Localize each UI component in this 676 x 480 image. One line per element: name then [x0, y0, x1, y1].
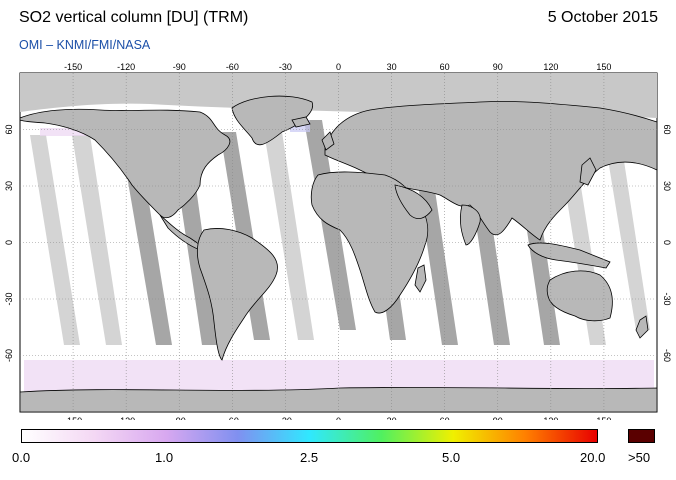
lon-tick-bottom-6: 30 [387, 416, 397, 420]
lon-tick-top-10: 150 [596, 62, 611, 72]
lon-tick-top-8: 90 [493, 62, 503, 72]
lat-ticks-left: 60 30 0 -30 -60 [4, 124, 14, 362]
colorbar-label-2: 2.5 [300, 450, 319, 465]
lon-tick-bottom-2: -90 [173, 416, 186, 420]
orbit-gap-13 [604, 135, 650, 330]
lon-tick-top-3: -60 [226, 62, 239, 72]
lon-tick-top-4: -30 [279, 62, 292, 72]
lon-tick-bottom-0: -150 [64, 416, 82, 420]
lon-ticks-top: -150 -120 -90 -60 -30 0 30 60 90 120 150 [64, 62, 611, 72]
lat-ticks-right: 60 30 0 -30 -60 [662, 124, 672, 362]
japan [579, 157, 597, 186]
lon-tick-bottom-4: -30 [279, 416, 292, 420]
colorbar-overflow-swatch [628, 429, 655, 443]
iceland [291, 116, 311, 128]
new-zealand [635, 315, 649, 339]
orbit-gap-1 [30, 135, 80, 345]
lon-tick-top-2: -90 [173, 62, 186, 72]
lat-tick-right-4: -60 [662, 349, 672, 362]
lon-tick-bottom-8: 90 [493, 416, 503, 420]
antarctica [19, 387, 658, 413]
lon-tick-top-9: 120 [543, 62, 558, 72]
lon-tick-top-1: -120 [117, 62, 135, 72]
australia [546, 270, 613, 322]
colorbar-label-4: 20.0 [580, 450, 606, 465]
orbit-gap-3 [120, 135, 172, 345]
orbit-gap-2 [72, 135, 122, 345]
india [459, 204, 481, 246]
graticule [20, 73, 657, 412]
greenland [231, 95, 313, 146]
lon-tick-bottom-1: -120 [117, 416, 135, 420]
lat-tick-right-2: 0 [662, 240, 672, 245]
lon-tick-top-7: 60 [440, 62, 450, 72]
eurasia [324, 101, 658, 241]
lat-tick-left-0: 60 [4, 124, 14, 134]
lat-tick-left-1: 30 [4, 181, 14, 191]
lat-tick-left-2: 0 [4, 240, 14, 245]
lat-tick-right-0: 60 [662, 124, 672, 134]
madagascar [414, 264, 427, 293]
lon-tick-bottom-10: 150 [596, 416, 611, 420]
lon-tick-top-6: 30 [387, 62, 397, 72]
africa [310, 171, 429, 314]
credit-label: OMI – KNMI/FMI/NASA [19, 38, 151, 52]
lon-tick-bottom-3: -60 [226, 416, 239, 420]
colorbar-label-3: 5.0 [442, 450, 461, 465]
southeast-asia-islands [527, 242, 611, 269]
lon-tick-bottom-7: 60 [440, 416, 450, 420]
south-america [196, 228, 278, 361]
lon-tick-top-0: -150 [64, 62, 82, 72]
colorbar [21, 429, 598, 443]
colorbar-label-1: 1.0 [155, 450, 174, 465]
coastlines [19, 95, 658, 413]
lat-tick-right-3: -30 [662, 292, 672, 305]
colorbar-label-0: 0.0 [12, 450, 31, 465]
north-america [19, 108, 231, 219]
colorbar-label-5: >50 [628, 450, 651, 465]
lon-tick-bottom-9: 120 [543, 416, 558, 420]
date-label: 5 October 2015 [547, 9, 658, 26]
page-title: SO2 vertical column [DU] (TRM) [19, 9, 249, 26]
lat-tick-left-3: -30 [4, 292, 14, 305]
uk-ireland [321, 131, 335, 151]
lon-ticks-bottom: -150 -120 -90 -60 -30 0 30 60 90 120 150 [64, 416, 611, 420]
arabia [394, 184, 433, 220]
lon-tick-bottom-5: 0 [336, 416, 341, 420]
lat-tick-left-4: -60 [4, 349, 14, 362]
lat-tick-right-1: 30 [662, 181, 672, 191]
lon-tick-top-5: 0 [336, 62, 341, 72]
orbit-gap-6 [264, 132, 314, 340]
